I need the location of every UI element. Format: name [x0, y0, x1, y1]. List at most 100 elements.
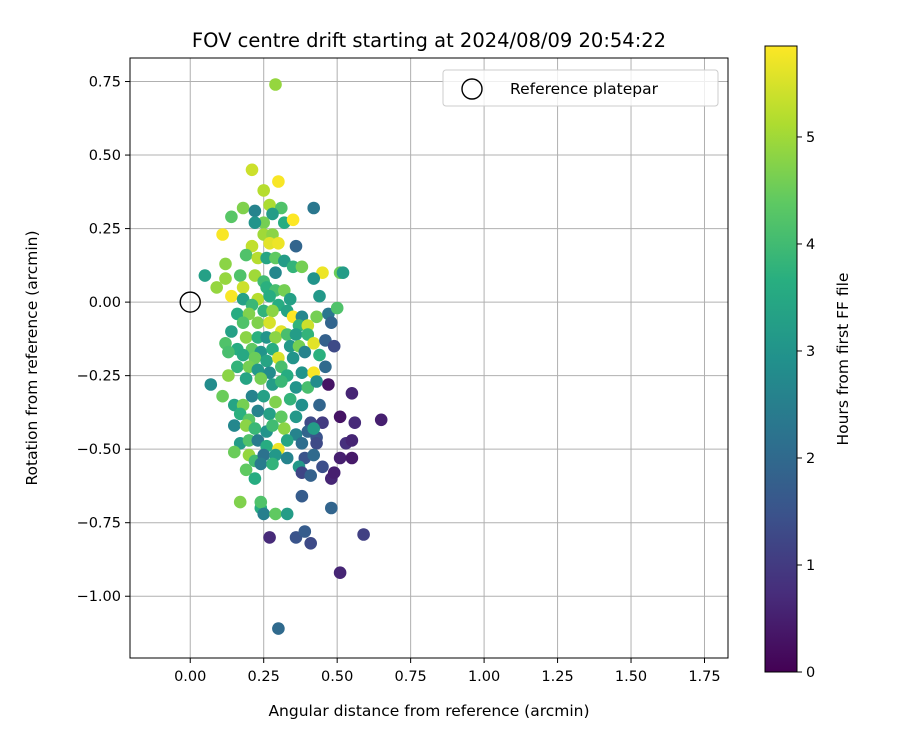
scatter-point — [333, 451, 347, 465]
y-tick-label: 0.50 — [89, 148, 121, 164]
chart-title: FOV centre drift starting at 2024/08/09 … — [192, 29, 666, 52]
colorbar-tick-label: 5 — [806, 130, 815, 146]
scatter-point — [198, 269, 212, 282]
scatter-point — [245, 163, 259, 177]
x-tick-label: 0.25 — [248, 669, 280, 685]
scatter-point — [345, 434, 359, 447]
scatter-point — [289, 239, 303, 253]
scatter-point — [260, 354, 273, 368]
scatter-point — [236, 348, 250, 362]
scatter-point — [263, 289, 276, 303]
scatter-point — [251, 331, 265, 344]
scatter-point — [210, 281, 223, 294]
colorbar-tick-label: 3 — [806, 344, 815, 360]
scatter-point — [307, 422, 321, 435]
scatter-point — [216, 228, 229, 241]
reference-platepar-marker — [179, 291, 201, 313]
data-points — [198, 78, 388, 635]
scatter-point — [307, 272, 321, 285]
scatter-point — [254, 495, 268, 509]
colorbar: 0 1 2 3 4 5 Hours from first FF file — [764, 45, 852, 681]
scatter-point — [236, 316, 250, 330]
scatter-point — [298, 345, 312, 359]
scatter-point — [248, 472, 262, 485]
scatter-point — [307, 201, 321, 215]
scatter-point — [266, 207, 279, 221]
y-tick-label: −0.50 — [77, 442, 121, 458]
x-axis-ticks: 0.00 0.25 0.50 0.75 1.00 1.25 1.50 1.75 — [174, 658, 721, 685]
scatter-point — [263, 316, 276, 330]
scatter-point — [304, 537, 318, 550]
scatter-point — [263, 531, 276, 544]
x-tick-label: 0.75 — [394, 669, 426, 685]
scatter-point — [269, 78, 282, 91]
scatter-point — [322, 378, 335, 391]
scatter-point — [325, 501, 338, 515]
scatter-point — [283, 392, 297, 406]
scatter-point — [260, 251, 273, 265]
scatter-point — [345, 387, 359, 400]
scatter-point — [251, 316, 265, 330]
scatter-point — [345, 451, 359, 465]
scatter-point — [254, 372, 268, 385]
scatter-point — [248, 216, 262, 229]
scatter-point — [348, 416, 362, 430]
scatter-point — [257, 304, 271, 318]
scatter-point — [272, 622, 285, 635]
y-tick-label: −0.25 — [77, 369, 121, 385]
colorbar-ticks: 0 1 2 3 4 5 — [797, 130, 815, 681]
scatter-point — [228, 445, 241, 459]
scatter-point — [219, 257, 232, 271]
y-tick-label: −1.00 — [77, 589, 121, 605]
x-tick-label: 1.50 — [615, 669, 647, 685]
x-axis-label: Angular distance from reference (arcmin) — [268, 702, 589, 720]
scatter-point — [236, 281, 250, 294]
scatter-point — [239, 248, 253, 262]
scatter-point — [295, 437, 309, 450]
scatter-point — [257, 507, 271, 521]
x-tick-label: 0.50 — [321, 669, 353, 685]
grid — [130, 58, 728, 658]
colorbar-tick-label: 2 — [806, 451, 815, 467]
scatter-point — [251, 404, 265, 418]
scatter-point — [248, 204, 262, 218]
scatter-point — [266, 419, 279, 432]
scatter-point — [304, 469, 318, 482]
scatter-point — [280, 328, 294, 341]
scatter-point — [333, 410, 347, 424]
scatter-point — [336, 266, 350, 280]
scatter-point — [245, 239, 259, 253]
scatter-point — [251, 251, 265, 265]
scatter-point — [295, 489, 309, 503]
scatter-point — [239, 372, 253, 385]
colorbar-tick-label: 4 — [806, 237, 815, 253]
colorbar-gradient — [764, 45, 798, 673]
scatter-point — [310, 375, 323, 388]
scatter-point — [266, 304, 279, 318]
scatter-point — [310, 310, 323, 324]
scatter-point — [278, 422, 291, 435]
scatter-point — [204, 378, 218, 391]
x-tick-label: 0.00 — [174, 669, 206, 685]
scatter-point — [222, 345, 235, 359]
scatter-point — [289, 328, 303, 341]
scatter-point — [286, 351, 300, 365]
scatter-point — [257, 389, 271, 403]
scatter-point — [319, 360, 332, 374]
scatter-point — [295, 366, 309, 380]
x-tick-label: 1.25 — [541, 669, 573, 685]
x-tick-label: 1.75 — [688, 669, 720, 685]
scatter-point — [239, 463, 253, 477]
y-tick-label: 0.25 — [89, 222, 121, 238]
legend-marker-icon — [461, 78, 483, 100]
scatter-point — [280, 451, 294, 465]
scatter-point — [272, 237, 285, 250]
scatter-point — [269, 266, 282, 280]
scatter-point — [245, 389, 259, 403]
scatter-point — [357, 528, 370, 541]
y-tick-label: 0.75 — [89, 75, 121, 91]
scatter-point — [286, 213, 300, 227]
scatter-point — [307, 448, 321, 462]
scatter-point — [263, 237, 276, 250]
